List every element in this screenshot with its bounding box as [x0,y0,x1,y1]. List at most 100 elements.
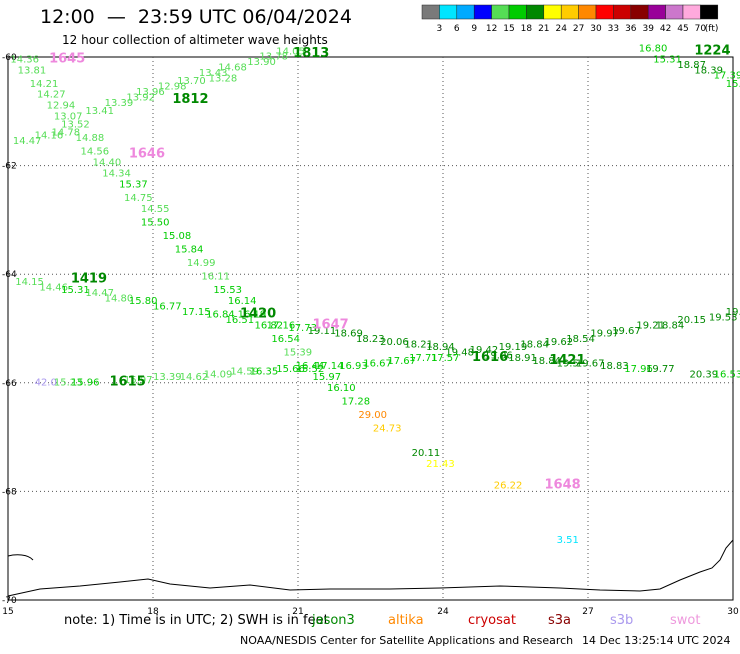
wave-height-label: 15. [726,79,740,90]
wave-height-label: 17.96 [624,364,653,375]
x-tick-label: 15 [2,607,13,617]
wave-height-label: 14.09 [204,369,233,380]
wave-height-label: 19.67 [576,359,605,370]
colorbar-label: 24 [555,24,567,34]
wave-height-label: 13.07 [54,111,83,122]
y-tick-label: -60 [2,53,17,63]
wave-height-label: 14.62 [180,372,209,383]
wave-height-label: 18.84 [520,340,549,351]
wave-height-label: 19.97 [590,329,619,340]
wave-height-label: 14.47 [85,288,114,299]
wave-height-label: 18.23 [356,334,385,345]
wave-height-label: 15.80 [129,296,158,307]
wave-height-label: 19. [726,307,740,318]
footer-timestamp: 14 Dec 13:25:14 UTC 2024 [582,634,731,647]
wave-height-label: 19.67 [612,326,641,337]
colorbar-swatch [665,4,684,20]
pass-time-label: 1419 [71,271,107,286]
pass-time-label: 1645 [49,51,85,66]
wave-height-label: 18.84 [656,321,685,332]
pass-time-label: 1647 [313,318,349,333]
wave-height-label: 16.67 [363,359,392,370]
y-tick-label: -66 [2,379,17,389]
wave-height-label: 13.92 [126,92,155,103]
wave-height-label: 18.91 [508,353,537,364]
wave-height-label: 15.23 [54,378,83,389]
wave-height-label: 13.90 [247,57,276,68]
colorbar-swatch [491,4,510,20]
wave-height-label: 15.52 [296,364,325,375]
x-tick-label: 21 [292,607,303,617]
colorbar-swatch [456,4,475,20]
colorbar-swatch [560,4,579,20]
wave-height-label: 13.43 [199,68,228,79]
wave-height-label: 20.15 [677,315,706,326]
pass-time-label: 1646 [129,146,165,161]
x-tick-label: 24 [437,607,449,617]
y-tick-label: -68 [2,487,17,497]
colorbar-label: 39 [642,24,654,34]
wave-height-label: 26.22 [494,481,523,492]
wave-height-label: 13.70 [177,76,206,87]
wave-height-label: 19.5 [557,359,579,370]
wave-height-label: 13.39 [153,372,182,383]
wave-height-label: 16.84 [206,310,235,321]
pass-time-label: 1648 [545,478,581,493]
legend-swot: swot [670,613,701,628]
wave-height-label: 16.77 [153,301,182,312]
pass-time-label: 1616 [472,350,508,365]
wave-height-label: 19.77 [646,364,675,375]
wave-height-label: 14.59 [230,367,259,378]
wave-height-label: 15.84 [175,244,204,255]
colorbar-label: 42 [660,24,671,34]
colorbar-swatch [647,4,666,20]
wave-height-label: 15.31 [653,54,682,65]
colorbar-swatch [421,4,440,20]
wave-height-label: 17.71 [409,353,438,364]
legend-jason3: jason3 [312,613,355,628]
wave-height-label: 15.50 [141,217,170,228]
y-tick-label: -62 [2,162,17,172]
wave-height-label: 16.44 [296,361,325,372]
wave-height-label: 16.93 [339,361,368,372]
pass-time-label: 1421 [549,353,585,368]
legend-s3a: s3a [548,613,572,628]
wave-height-label: 14.99 [187,258,216,269]
wave-height-label: 16.19 [238,310,267,321]
wave-height-label: 12.94 [47,101,76,112]
colorbar-swatch [508,4,527,20]
pass-time-label: 1812 [172,92,208,107]
wave-height-label: 16.10 [327,383,356,394]
wave-height-label: 14.46 [39,282,68,293]
wave-height-label: 14.78 [52,128,81,139]
wave-height-label: 15.97 [124,375,153,386]
wave-height-label: 3.51 [557,535,579,546]
wave-height-label: 16.82 [255,321,284,332]
coastline [7,539,734,597]
wave-height-label: 42.0 [35,378,57,389]
colorbar-label: 70 [695,24,707,34]
wave-height-label: 14.27 [37,90,66,101]
page-subtitle: 12 hour collection of altimeter wave hei… [62,33,328,47]
colorbar-label: 12 [486,24,497,34]
wave-height-label: 16.11 [201,272,230,283]
footer-note: note: 1) Time is in UTC; 2) SWH is in fe… [64,613,329,628]
wave-height-label: 14.80 [105,293,134,304]
wave-height-label: 18.54 [566,334,595,345]
wave-height-label: 19.06 [484,350,513,361]
wave-height-label: 16.35 [250,367,279,378]
colorbar-swatch [682,4,701,20]
wave-height-label: 19.62 [545,337,574,348]
wave-height-label: 14.16 [35,130,64,141]
wave-height-label: 20.06 [380,337,409,348]
wave-height-label: 18.39 [694,65,723,76]
wave-height-label: 19.48 [445,348,474,359]
wave-height-label: 14.36 [10,54,39,65]
wave-height-label: 17.67 [387,356,416,367]
plot-frame [7,56,734,601]
wave-height-label: 15.66 [276,364,305,375]
wave-height-label: 20.11 [412,448,441,459]
wave-height-label: 18.87 [677,60,706,71]
